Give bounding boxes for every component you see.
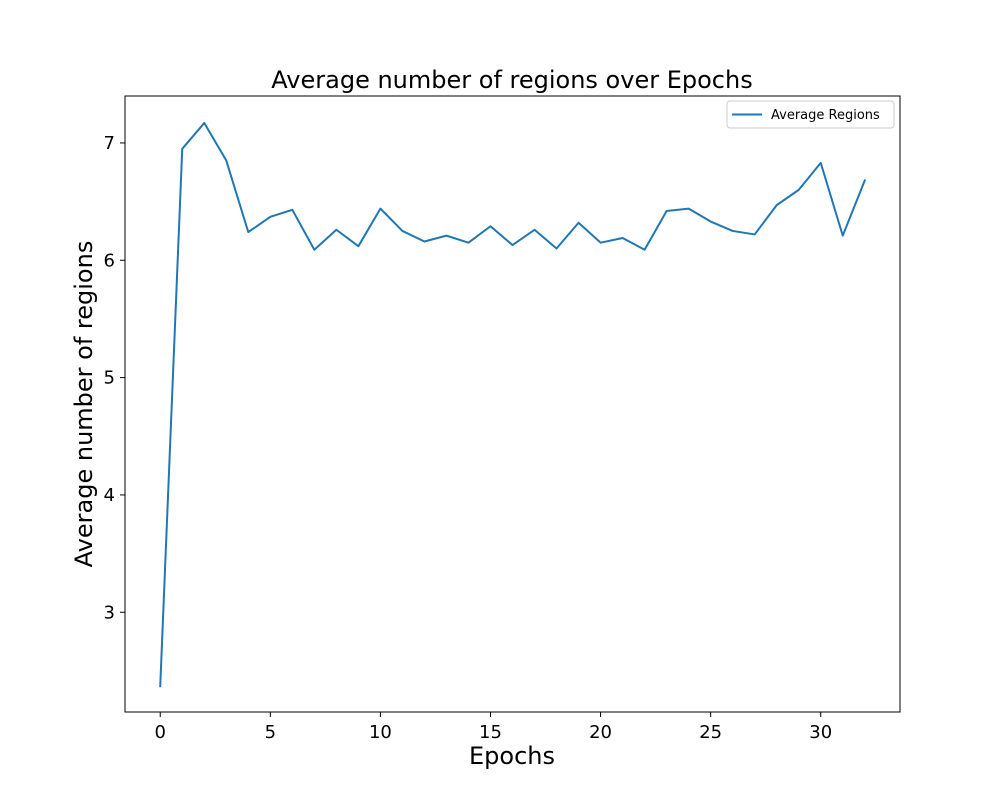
legend: Average Regions	[726, 100, 895, 129]
data-point	[732, 230, 734, 232]
data-point	[512, 244, 514, 246]
x-tick-label: 15	[479, 722, 502, 743]
data-point	[269, 216, 271, 218]
data-point	[489, 225, 491, 227]
data-point	[556, 248, 558, 250]
data-point	[754, 233, 756, 235]
data-point	[820, 162, 822, 164]
data-point	[666, 210, 668, 212]
plot-area-frame	[124, 95, 901, 713]
y-tick-label: 7	[104, 133, 115, 154]
data-point	[776, 204, 778, 206]
data-point	[644, 249, 646, 251]
chart-title: Average number of regions over Epochs	[271, 66, 752, 94]
x-tick-label: 20	[589, 722, 612, 743]
x-tick-label: 10	[369, 722, 392, 743]
data-point	[864, 179, 866, 181]
data-point	[379, 208, 381, 210]
data-point	[225, 160, 227, 162]
series-line-average-regions	[159, 121, 867, 688]
x-tick-label: 25	[699, 722, 722, 743]
x-tick-label: 5	[265, 722, 276, 743]
series-layer	[159, 121, 867, 688]
x-axis-label: Epochs	[469, 742, 555, 770]
data-point	[401, 230, 403, 232]
data-point	[534, 229, 536, 231]
data-point	[710, 221, 712, 223]
data-point	[247, 231, 249, 233]
y-tick-label: 6	[104, 250, 115, 271]
data-point	[291, 209, 293, 211]
data-point	[203, 122, 205, 124]
y-tick-label: 5	[104, 368, 115, 389]
y-axis-ticks: 3 4 5 6 7	[104, 133, 125, 623]
y-tick-label: 4	[104, 485, 115, 506]
y-axis-label: Average number of regions	[70, 241, 98, 568]
data-point	[688, 208, 690, 210]
data-point	[445, 235, 447, 237]
data-point	[335, 229, 337, 231]
x-axis-ticks: 0 5 10 15 20 25 30	[155, 712, 832, 743]
x-tick-label: 0	[155, 722, 166, 743]
data-point	[159, 685, 161, 687]
x-tick-label: 30	[809, 722, 832, 743]
data-point	[842, 235, 844, 237]
legend-label-average-regions: Average Regions	[771, 108, 880, 123]
data-point	[313, 249, 315, 251]
data-point	[600, 242, 602, 244]
data-point	[467, 242, 469, 244]
data-point	[423, 240, 425, 242]
data-point	[622, 237, 624, 239]
data-point	[578, 222, 580, 224]
data-point	[181, 148, 183, 150]
y-tick-label: 3	[104, 602, 115, 623]
data-point	[798, 189, 800, 191]
legend-box	[726, 100, 895, 129]
data-point	[357, 245, 359, 247]
